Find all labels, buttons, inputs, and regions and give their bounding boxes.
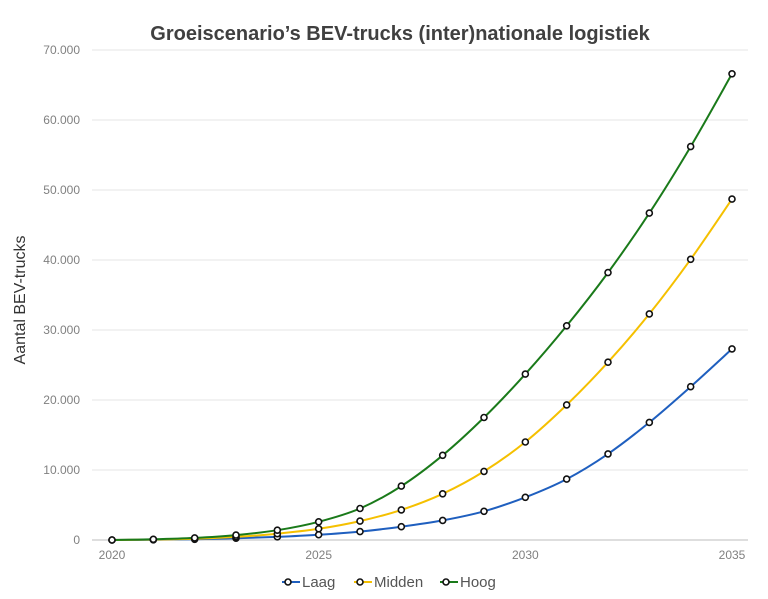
data-point-hoog bbox=[314, 517, 323, 526]
data-point-midden bbox=[686, 255, 695, 264]
series-lines bbox=[111, 73, 733, 541]
data-point-laag bbox=[480, 507, 488, 516]
legend-marker-midden bbox=[356, 578, 364, 586]
data-point-midden bbox=[728, 195, 736, 203]
legend-label-midden: Midden bbox=[374, 574, 423, 591]
data-point-midden bbox=[562, 401, 571, 409]
chart-title: Groeiscenario’s BEV-trucks (inter)nation… bbox=[150, 23, 650, 45]
y-tick-label: 30.000 bbox=[43, 323, 80, 337]
data-point-hoog bbox=[232, 531, 240, 539]
data-point-hoog bbox=[356, 504, 364, 513]
x-tick-label: 2035 bbox=[719, 548, 746, 562]
y-tick-label: 70.000 bbox=[43, 43, 80, 57]
y-tick-label: 40.000 bbox=[43, 253, 80, 267]
gridlines bbox=[92, 49, 748, 541]
y-axis-label: Aantal BEV-trucks bbox=[12, 236, 29, 365]
data-point-laag bbox=[397, 522, 406, 531]
legend: Laag Midden Hoog bbox=[282, 574, 496, 591]
series-line-laag bbox=[111, 348, 733, 541]
data-point-hoog bbox=[273, 526, 282, 535]
data-point-hoog bbox=[190, 534, 199, 542]
series-line-midden bbox=[111, 198, 733, 541]
y-tick-label: 0 bbox=[73, 533, 80, 547]
data-point-laag bbox=[438, 516, 447, 525]
y-tick-label: 20.000 bbox=[43, 393, 80, 407]
data-point-laag bbox=[356, 527, 364, 536]
data-point-midden bbox=[438, 489, 447, 498]
x-tick-label: 2030 bbox=[512, 548, 539, 562]
x-axis-ticks: 2020 2025 2030 2035 bbox=[99, 548, 746, 562]
legend-marker-hoog bbox=[442, 578, 450, 586]
data-point-midden bbox=[521, 438, 530, 446]
series-points bbox=[108, 70, 736, 544]
data-point-laag bbox=[314, 530, 323, 539]
y-tick-label: 50.000 bbox=[43, 183, 80, 197]
data-point-hoog bbox=[562, 321, 571, 330]
legend-label-laag: Laag bbox=[302, 574, 335, 591]
data-point-hoog bbox=[686, 142, 695, 151]
data-point-hoog bbox=[521, 370, 530, 378]
data-point-midden bbox=[356, 517, 364, 525]
data-point-hoog bbox=[480, 413, 488, 422]
data-point-laag bbox=[521, 493, 530, 502]
data-point-laag bbox=[645, 418, 654, 427]
data-point-midden bbox=[604, 358, 612, 367]
series-line-hoog bbox=[111, 73, 733, 541]
data-point-midden bbox=[480, 467, 488, 476]
legend-marker-laag bbox=[284, 578, 292, 586]
y-tick-label: 60.000 bbox=[43, 113, 80, 127]
data-point-laag bbox=[686, 382, 695, 391]
data-point-laag bbox=[562, 475, 571, 483]
data-point-hoog bbox=[604, 268, 612, 277]
data-point-hoog bbox=[108, 536, 116, 544]
y-tick-label: 10.000 bbox=[43, 463, 80, 477]
y-axis-ticks: 0 10.000 20.000 30.000 40.000 50.000 60.000 70.… bbox=[43, 43, 80, 547]
data-point-hoog bbox=[728, 70, 736, 78]
data-point-hoog bbox=[397, 482, 406, 490]
data-point-laag bbox=[728, 345, 736, 353]
legend-label-hoog: Hoog bbox=[460, 574, 496, 591]
data-point-hoog bbox=[438, 451, 447, 460]
x-tick-label: 2025 bbox=[305, 548, 332, 562]
data-point-hoog bbox=[149, 535, 158, 544]
data-point-laag bbox=[604, 450, 612, 458]
data-point-hoog bbox=[645, 209, 654, 217]
data-point-midden bbox=[645, 310, 654, 318]
data-point-midden bbox=[314, 524, 323, 533]
data-point-midden bbox=[397, 506, 406, 514]
x-tick-label: 2020 bbox=[99, 548, 126, 562]
